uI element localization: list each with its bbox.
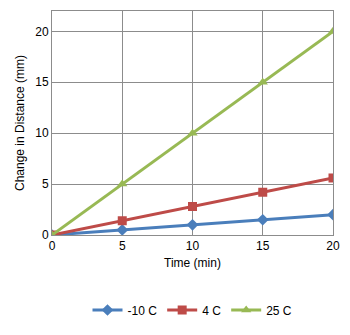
svg-text:5: 5 bbox=[119, 239, 126, 253]
svg-text:Time (min): Time (min) bbox=[164, 256, 221, 270]
svg-text:15: 15 bbox=[256, 239, 270, 253]
svg-text:0: 0 bbox=[42, 228, 49, 242]
svg-text:10: 10 bbox=[186, 239, 200, 253]
svg-text:-10 C: -10 C bbox=[128, 304, 158, 318]
svg-text:10: 10 bbox=[35, 126, 49, 140]
svg-text:25 C: 25 C bbox=[266, 304, 292, 318]
svg-text:15: 15 bbox=[35, 75, 49, 89]
svg-text:Change in Distance (mm): Change in Distance (mm) bbox=[13, 55, 27, 191]
svg-text:0: 0 bbox=[49, 239, 56, 253]
svg-text:20: 20 bbox=[326, 239, 340, 253]
svg-text:4 C: 4 C bbox=[202, 304, 221, 318]
svg-text:20: 20 bbox=[35, 25, 49, 39]
svg-text:5: 5 bbox=[42, 177, 49, 191]
